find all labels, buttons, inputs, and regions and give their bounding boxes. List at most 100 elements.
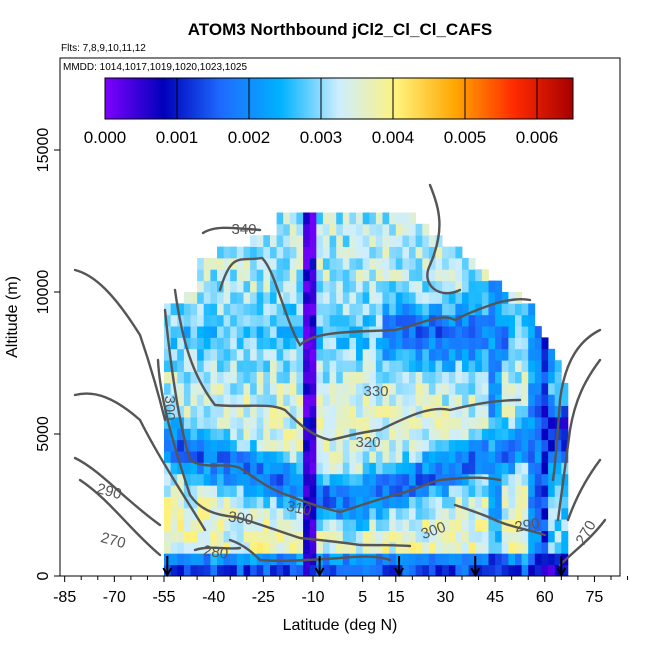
- heatmap-cell: [316, 212, 324, 225]
- heatmap-cell: [256, 303, 264, 316]
- heatmap-cell: [409, 541, 416, 554]
- heatmap-cell: [415, 507, 423, 520]
- heatmap-cell: [534, 473, 542, 486]
- heatmap-cell: [508, 428, 516, 441]
- heatmap-cell: [263, 564, 271, 576]
- heatmap-cell: [389, 451, 397, 463]
- heatmap-cell: [230, 360, 238, 372]
- heatmap-cell: [481, 303, 489, 316]
- heatmap-cell: [554, 485, 562, 497]
- heatmap-cell: [250, 417, 258, 429]
- heatmap-cell: [210, 564, 218, 576]
- heatmap-cell: [289, 485, 297, 497]
- x-tick-label: 30: [437, 589, 455, 606]
- heatmap-cell: [521, 439, 529, 452]
- heatmap-cell: [256, 337, 264, 350]
- heatmap-cell: [415, 303, 423, 316]
- heatmap-cell: [164, 519, 171, 531]
- heatmap-cell: [448, 564, 456, 576]
- heatmap-cell: [230, 246, 238, 259]
- heatmap-cell: [203, 405, 211, 418]
- heatmap-cell: [488, 326, 496, 338]
- heatmap-cell: [422, 348, 430, 361]
- heatmap-cell: [263, 303, 271, 316]
- heatmap-cell: [488, 337, 496, 350]
- heatmap-cell: [210, 269, 218, 282]
- heatmap-cell: [369, 417, 377, 429]
- heatmap-cell: [210, 451, 218, 463]
- heatmap-cell: [230, 394, 238, 406]
- heatmap-cell: [250, 371, 258, 384]
- heatmap-cell: [495, 541, 503, 554]
- heatmap-cell: [329, 303, 337, 316]
- heatmap-cell: [164, 451, 171, 463]
- heatmap-cell: [455, 382, 463, 395]
- heatmap-cell: [435, 257, 443, 270]
- heatmap-cell: [375, 428, 383, 441]
- heatmap-cell: [236, 553, 244, 566]
- heatmap-cell: [375, 292, 383, 304]
- heatmap-cell: [475, 462, 483, 475]
- heatmap-cell: [349, 405, 357, 418]
- heatmap-cell: [395, 246, 403, 259]
- heatmap-cell: [217, 326, 224, 338]
- heatmap-cell: [501, 417, 509, 429]
- heatmap-cell: [289, 394, 297, 406]
- heatmap-cell: [495, 485, 503, 497]
- heatmap-cell: [402, 394, 410, 406]
- heatmap-cell: [177, 553, 185, 566]
- heatmap-cell: [303, 292, 311, 304]
- heatmap-cell: [508, 473, 516, 486]
- heatmap-cell: [521, 507, 529, 520]
- heatmap-cell: [481, 371, 489, 384]
- heatmap-cell: [296, 428, 304, 441]
- heatmap-cell: [309, 326, 317, 338]
- heatmap-cell: [561, 541, 569, 554]
- heatmap-cell: [422, 428, 430, 441]
- heatmap-cell: [342, 473, 350, 486]
- heatmap-cell: [395, 360, 403, 372]
- heatmap-cell: [534, 496, 542, 509]
- heatmap-cell: [409, 280, 416, 293]
- heatmap-cell: [521, 496, 529, 509]
- heatmap-cell: [462, 360, 469, 372]
- heatmap-cell: [203, 553, 211, 566]
- heatmap-cell: [243, 394, 251, 406]
- heatmap-cell: [296, 485, 304, 497]
- heatmap-cell: [521, 473, 529, 486]
- heatmap-cell: [488, 292, 496, 304]
- heatmap-cell: [303, 269, 311, 282]
- heatmap-cell: [521, 553, 529, 566]
- heatmap-cell: [501, 462, 509, 475]
- heatmap-cell: [349, 235, 357, 247]
- heatmap-cell: [435, 541, 443, 554]
- heatmap-cell: [508, 371, 516, 384]
- heatmap-cell: [316, 519, 324, 531]
- heatmap-cell: [316, 530, 324, 543]
- heatmap-cell: [528, 541, 536, 554]
- heatmap-cell: [303, 519, 311, 531]
- heatmap-cell: [422, 235, 430, 247]
- heatmap-cell: [276, 462, 284, 475]
- heatmap-cell: [230, 519, 238, 531]
- heatmap-cell: [462, 269, 469, 282]
- heatmap-cell: [223, 371, 231, 384]
- theta-contour-line: [566, 458, 602, 522]
- heatmap-cells: [164, 212, 569, 576]
- heatmap-cell: [250, 428, 258, 441]
- heatmap-cell: [322, 246, 330, 259]
- heatmap-cell: [183, 326, 191, 338]
- heatmap-cell: [395, 496, 403, 509]
- heatmap-cell: [322, 451, 330, 463]
- heatmap-cell: [203, 337, 211, 350]
- heatmap-cell: [303, 473, 311, 486]
- heatmap-cell: [415, 314, 423, 327]
- theta-contour-line: [426, 183, 462, 295]
- heatmap-cell: [276, 507, 284, 520]
- heatmap-cell: [375, 507, 383, 520]
- heatmap-cell: [402, 439, 410, 452]
- heatmap-cell: [270, 337, 277, 350]
- heatmap-cell: [342, 360, 350, 372]
- heatmap-cell: [329, 439, 337, 452]
- heatmap-cell: [210, 257, 218, 270]
